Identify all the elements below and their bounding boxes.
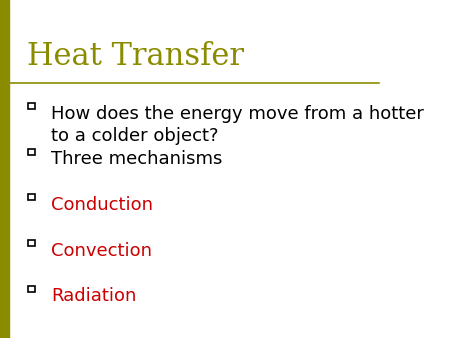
Bar	[28, 149, 35, 155]
Text: Radiation: Radiation	[51, 287, 136, 305]
Bar	[28, 240, 35, 246]
Bar	[28, 103, 35, 109]
Bar	[28, 286, 35, 292]
Text: How does the energy move from a hotter
to a colder object?: How does the energy move from a hotter t…	[51, 105, 424, 145]
Text: Three mechanisms: Three mechanisms	[51, 150, 222, 168]
Text: Conduction: Conduction	[51, 196, 153, 214]
Bar	[28, 194, 35, 200]
Text: Convection: Convection	[51, 242, 152, 260]
Text: Heat Transfer: Heat Transfer	[27, 41, 243, 72]
Bar	[0, 0, 9, 338]
